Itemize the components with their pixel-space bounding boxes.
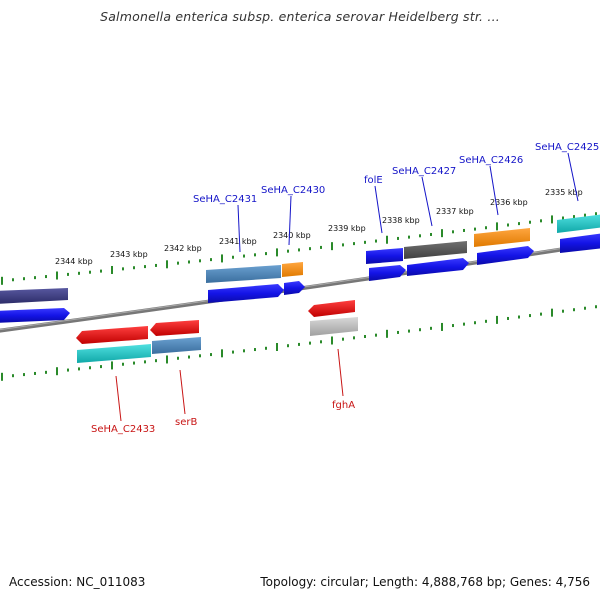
bottom-tick-row [1, 305, 597, 381]
gene-label[interactable]: SeHA_C2426 [459, 155, 523, 166]
gene-label[interactable]: fghA [332, 400, 355, 411]
kbp-label: 2335 kbp [545, 188, 583, 197]
feature-gene-blue[interactable] [366, 248, 403, 264]
feature-cyan[interactable] [77, 344, 151, 363]
leader-line [421, 176, 433, 227]
feature-cyan[interactable] [557, 214, 600, 233]
gene-arrow-reverse[interactable] [308, 300, 355, 317]
feature-orange[interactable] [474, 228, 530, 247]
gene-label[interactable]: serB [175, 417, 197, 428]
map-title: Salmonella enterica subsp. enterica sero… [100, 9, 500, 24]
kbp-label: 2342 kbp [164, 244, 202, 253]
gene-label[interactable]: SeHA_C2431 [193, 194, 257, 205]
feature-steelblue[interactable] [152, 337, 201, 354]
kbp-label: 2344 kbp [55, 257, 93, 266]
kbp-label: 2343 kbp [110, 250, 148, 259]
gene-arrow-forward[interactable] [284, 281, 305, 295]
gene-arrow-forward[interactable] [560, 233, 600, 253]
accession-text: Accession: NC_011083 [9, 575, 146, 589]
gene-label[interactable]: SeHA_C2425 [535, 142, 599, 153]
kbp-label: 2340 kbp [273, 231, 311, 240]
gene-arrow-forward[interactable] [208, 284, 284, 303]
gene-arrow-forward[interactable] [477, 246, 534, 265]
gene-label[interactable]: SeHA_C2433 [91, 424, 155, 435]
gene-label[interactable]: SeHA_C2427 [392, 166, 456, 177]
leader-line [567, 152, 579, 202]
kbp-label: 2336 kbp [490, 198, 528, 207]
leader-line [374, 185, 383, 234]
gene-arrow-forward[interactable] [407, 258, 469, 276]
leader-line [237, 204, 241, 253]
top-tick-row [1, 212, 597, 285]
feature-steelblue[interactable] [206, 265, 281, 283]
gene-label[interactable]: folE [364, 175, 383, 186]
kbp-label: 2338 kbp [382, 216, 420, 225]
summary-text: Topology: circular; Length: 4,888,768 bp… [260, 575, 590, 589]
leader-line [489, 165, 499, 216]
leader-line [115, 375, 122, 422]
gene-label[interactable]: SeHA_C2430 [261, 185, 325, 196]
gene-arrow-reverse[interactable] [76, 326, 148, 344]
kbp-label: 2339 kbp [328, 224, 366, 233]
gene-arrow-forward[interactable] [0, 308, 70, 323]
leader-line [179, 369, 186, 415]
leader-line [337, 348, 344, 397]
gene-arrow-forward[interactable] [369, 265, 406, 281]
feature-darkslate[interactable] [0, 288, 68, 304]
feature-gray[interactable] [404, 241, 467, 259]
feature-lightgray[interactable] [310, 317, 358, 336]
gene-arrow-reverse[interactable] [150, 320, 199, 336]
leader-line [288, 195, 292, 246]
kbp-label: 2341 kbp [219, 237, 257, 246]
feature-orange[interactable] [282, 262, 303, 277]
kbp-label: 2337 kbp [436, 207, 474, 216]
